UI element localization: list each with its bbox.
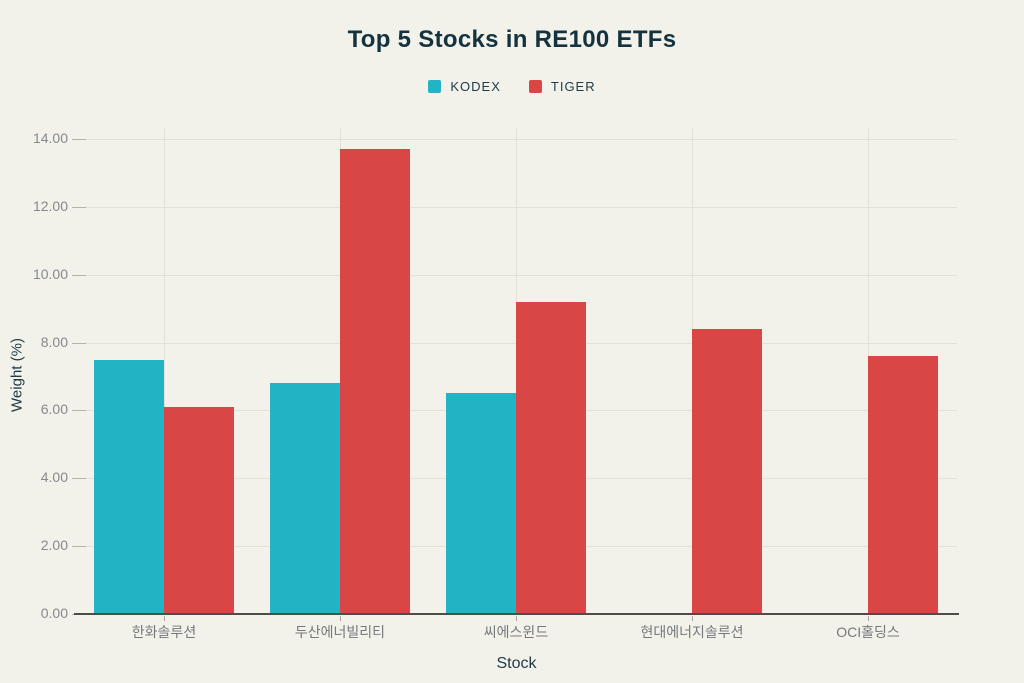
y-tick-label: 4.00 [40,469,68,486]
bar-kodex-1 [270,383,340,614]
bar-kodex-2 [446,393,516,614]
chart-title: Top 5 Stocks in RE100 ETFs [347,26,677,53]
bar-tiger-2 [516,301,586,614]
x-axis-tick [516,616,517,621]
y-tick-label: 12.00 [32,197,68,214]
x-category-label: 현대에너지솔루션 [640,624,744,640]
x-category-label: 두산에너빌리티 [294,624,386,640]
x-axis-tick [692,616,693,621]
legend-label-kodex: KODEX [450,79,501,94]
y-tick-label: 8.00 [40,333,68,350]
y-axis-tick [72,478,86,480]
legend: KODEX TIGER [0,79,1024,94]
legend-item-kodex[interactable]: KODEX [428,79,501,94]
y-axis-tick [72,546,86,548]
legend-label-tiger: TIGER [550,79,596,94]
gridline-v [164,128,165,614]
y-tick-label: 2.00 [40,537,68,554]
x-axis-tick [868,616,869,621]
y-tick-label: 14.00 [32,130,68,146]
x-axis-tick [340,616,341,621]
y-axis-tick [72,274,86,276]
bar-kodex-0 [94,359,164,614]
y-axis-title-text: Weight (%) [8,338,26,412]
bar-tiger-1 [340,149,410,614]
y-axis-tick [72,410,86,412]
y-axis-tick [72,342,86,344]
x-category-label: 씨에스윈드 [483,624,549,640]
bar-tiger-3 [692,329,762,614]
y-axis-tick [72,206,86,208]
x-axis-line [74,613,959,615]
legend-swatch-tiger-icon [528,80,542,93]
y-tick-label: 0.00 [40,605,68,621]
x-axis-title: Stock [496,655,537,672]
y-tick-label: 6.00 [40,401,68,418]
x-category-label: OCI홀딩스 [836,624,900,640]
y-axis-tick [72,139,86,140]
x-category-label: 한화솔루션 [131,624,197,640]
legend-swatch-kodex-icon [428,80,442,93]
bar-tiger-4 [868,356,938,614]
y-tick-label: 10.00 [32,265,68,282]
bar-tiger-0 [164,407,234,614]
x-axis-tick [164,616,165,621]
legend-item-tiger[interactable]: TIGER [528,79,596,94]
